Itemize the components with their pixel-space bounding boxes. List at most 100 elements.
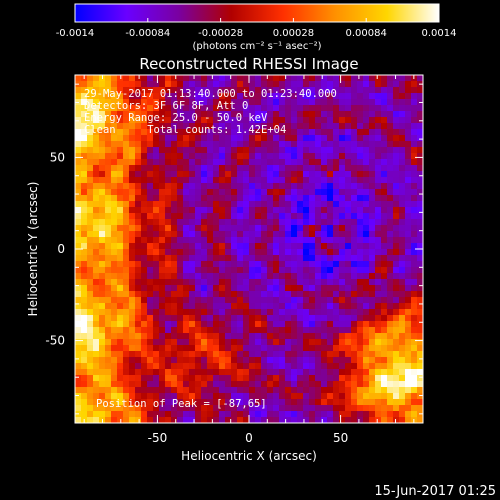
heatmap-cell: [357, 147, 363, 153]
heatmap-cell: [321, 249, 327, 255]
heatmap-cell: [291, 267, 297, 273]
heatmap-cell: [303, 237, 309, 243]
heatmap-cell: [141, 249, 147, 255]
heatmap-cell: [351, 345, 357, 351]
heatmap-cell: [99, 369, 105, 375]
heatmap-cell: [381, 375, 387, 381]
heatmap-cell: [177, 327, 183, 333]
heatmap-cell: [399, 225, 405, 231]
heatmap-cell: [201, 393, 207, 399]
heatmap-cell: [351, 123, 357, 129]
heatmap-cell: [417, 309, 423, 315]
heatmap-cell: [255, 411, 261, 417]
heatmap-cell: [129, 411, 135, 417]
heatmap-cell: [183, 351, 189, 357]
heatmap-cell: [81, 315, 87, 321]
heatmap-cell: [339, 309, 345, 315]
heatmap-cell: [321, 159, 327, 165]
heatmap-cell: [165, 327, 171, 333]
heatmap-cell: [177, 321, 183, 327]
heatmap-cell: [273, 381, 279, 387]
heatmap-cell: [381, 111, 387, 117]
heatmap-cell: [183, 255, 189, 261]
heatmap-cell: [201, 183, 207, 189]
heatmap-cell: [303, 177, 309, 183]
heatmap-cell: [195, 285, 201, 291]
heatmap-cell: [399, 117, 405, 123]
heatmap-cell: [213, 75, 219, 81]
heatmap-cell: [357, 177, 363, 183]
heatmap-cell: [375, 165, 381, 171]
heatmap-cell: [393, 363, 399, 369]
heatmap-cell: [201, 327, 207, 333]
heatmap-cell: [243, 135, 249, 141]
heatmap-cell: [291, 129, 297, 135]
heatmap-cell: [273, 363, 279, 369]
heatmap-cell: [249, 279, 255, 285]
heatmap-cell: [141, 321, 147, 327]
heatmap-cell: [105, 177, 111, 183]
heatmap-cell: [345, 285, 351, 291]
heatmap-cell: [129, 111, 135, 117]
heatmap-cell: [87, 345, 93, 351]
heatmap-cell: [159, 411, 165, 417]
heatmap-cell: [315, 237, 321, 243]
heatmap-cell: [201, 225, 207, 231]
heatmap-cell: [153, 123, 159, 129]
heatmap-cell: [231, 339, 237, 345]
heatmap-cell: [183, 243, 189, 249]
heatmap-cell: [291, 339, 297, 345]
heatmap-cell: [315, 153, 321, 159]
heatmap-cell: [213, 375, 219, 381]
heatmap-cell: [261, 153, 267, 159]
heatmap-cell: [171, 141, 177, 147]
heatmap-cell: [99, 363, 105, 369]
heatmap-cell: [411, 411, 417, 417]
heatmap-cell: [81, 87, 87, 93]
heatmap-cell: [285, 231, 291, 237]
heatmap-cell: [135, 189, 141, 195]
heatmap-cell: [141, 219, 147, 225]
heatmap-cell: [135, 297, 141, 303]
heatmap-cell: [285, 315, 291, 321]
heatmap-cell: [195, 117, 201, 123]
heatmap-cell: [393, 153, 399, 159]
heatmap-cell: [279, 327, 285, 333]
heatmap-cell: [135, 147, 141, 153]
heatmap-cell: [279, 279, 285, 285]
heatmap-cell: [141, 339, 147, 345]
heatmap-cell: [333, 225, 339, 231]
heatmap-cell: [291, 303, 297, 309]
heatmap-cell: [375, 219, 381, 225]
heatmap-cell: [327, 351, 333, 357]
heatmap-cell: [399, 75, 405, 81]
heatmap-cell: [189, 243, 195, 249]
heatmap-cell: [111, 381, 117, 387]
heatmap-cell: [75, 381, 81, 387]
heatmap-cell: [81, 279, 87, 285]
heatmap-cell: [267, 93, 273, 99]
heatmap-cell: [189, 123, 195, 129]
y-axis-label: Heliocentric Y (arcsec): [26, 182, 40, 317]
heatmap-cell: [183, 153, 189, 159]
heatmap-cell: [285, 357, 291, 363]
heatmap-cell: [87, 189, 93, 195]
heatmap-cell: [171, 279, 177, 285]
heatmap-cell: [123, 303, 129, 309]
heatmap-cell: [201, 381, 207, 387]
heatmap-cell: [303, 75, 309, 81]
heatmap-cell: [207, 369, 213, 375]
heatmap-cell: [249, 363, 255, 369]
heatmap-cell: [237, 315, 243, 321]
heatmap-cell: [87, 87, 93, 93]
heatmap-cell: [225, 75, 231, 81]
heatmap-cell: [243, 231, 249, 237]
heatmap-cell: [303, 417, 309, 423]
heatmap-cell: [219, 309, 225, 315]
heatmap-cell: [297, 141, 303, 147]
heatmap-cell: [213, 267, 219, 273]
heatmap-cell: [387, 81, 393, 87]
heatmap-cell: [81, 393, 87, 399]
heatmap-cell: [285, 219, 291, 225]
heatmap-cell: [309, 411, 315, 417]
